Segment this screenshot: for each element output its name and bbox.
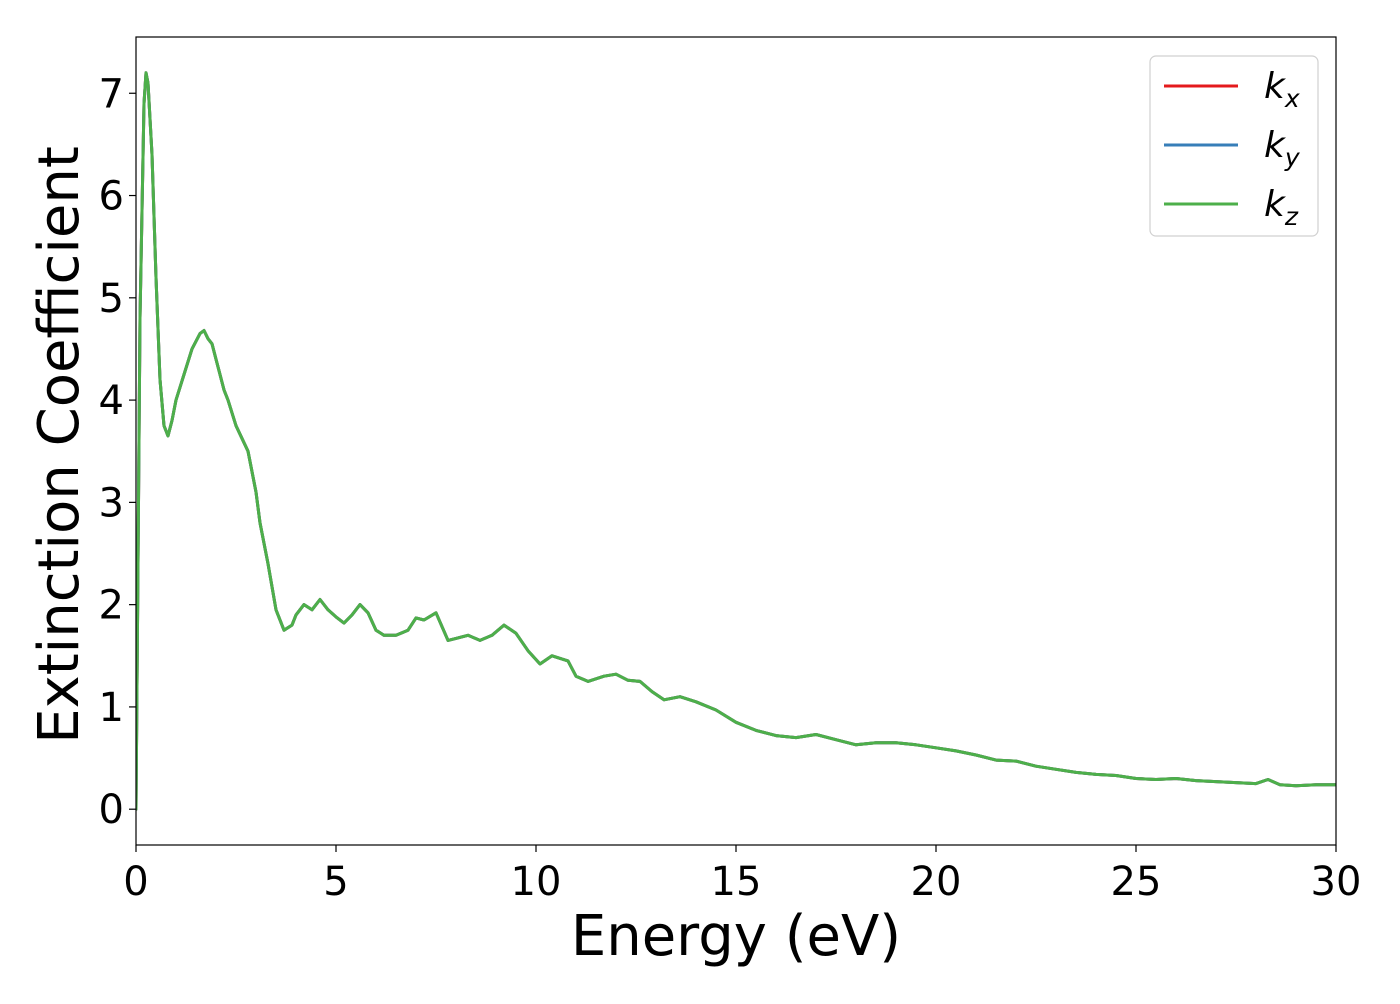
y-tick-label: 6 <box>99 174 124 220</box>
y-tick-label: 5 <box>99 276 124 322</box>
legend-label-base: k <box>1264 66 1287 107</box>
legend-label-base: k <box>1264 125 1287 166</box>
y-axis: 0 1 2 3 4 5 6 7 <box>99 71 136 833</box>
series-layer <box>136 71 1336 811</box>
series-line-kz <box>136 71 1336 811</box>
legend-label-base: k <box>1264 184 1287 225</box>
x-axis-label: Energy (eV) <box>571 904 901 969</box>
legend-label: kz <box>1264 184 1299 231</box>
y-tick-label: 4 <box>99 378 124 424</box>
y-tick-label: 2 <box>99 583 124 629</box>
y-axis-label: Extinction Coefficient <box>27 146 92 744</box>
x-tick-label: 5 <box>323 859 348 905</box>
legend-label-subscript: y <box>1284 143 1301 172</box>
y-tick-label: 7 <box>99 71 124 117</box>
x-tick-label: 25 <box>1111 859 1162 905</box>
y-tick-label: 3 <box>99 480 124 526</box>
legend-label-subscript: x <box>1284 84 1300 113</box>
x-tick-label: 10 <box>511 859 562 905</box>
x-tick-label: 30 <box>1311 859 1362 905</box>
x-axis: 0 5 10 15 20 25 30 <box>123 845 1361 905</box>
y-tick-label: 0 <box>99 787 124 833</box>
legend-label: kx <box>1264 66 1300 113</box>
legend-label: ky <box>1264 125 1301 172</box>
legend-label-subscript: z <box>1284 202 1299 231</box>
x-tick-label: 20 <box>911 859 962 905</box>
x-tick-label: 0 <box>123 859 148 905</box>
x-tick-label: 15 <box>711 859 762 905</box>
y-tick-label: 1 <box>99 685 124 731</box>
